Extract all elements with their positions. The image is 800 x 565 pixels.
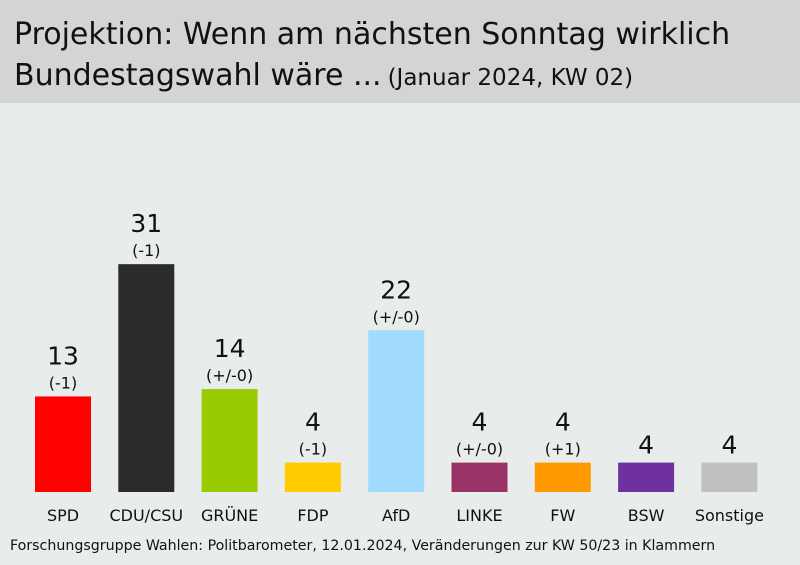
value-label-fw: 4 [555, 408, 571, 437]
value-label-sonstige: 4 [721, 431, 737, 460]
chart-title: Projektion: Wenn am nächsten Sonntag wir… [14, 17, 731, 93]
bar-spd [35, 396, 91, 492]
change-label-gruene: (+/-0) [206, 366, 253, 385]
value-label-spd: 13 [47, 341, 79, 370]
value-label-bsw: 4 [638, 431, 654, 460]
change-label-linke: (+/-0) [456, 440, 503, 459]
category-label-spd: SPD [47, 506, 79, 525]
change-label-fw: (+1) [545, 440, 581, 459]
category-label-afd: AfD [382, 506, 410, 525]
value-label-fdp: 4 [305, 408, 321, 437]
value-label-linke: 4 [472, 408, 488, 437]
bar-linke [451, 462, 508, 492]
bar-bsw [618, 462, 675, 492]
source-note: Forschungsgruppe Wahlen: Politbarometer,… [10, 538, 716, 554]
value-label-afd: 22 [380, 275, 412, 304]
bar-chart: (-1) 13 SPD (-1) 31 CDU/CSU (+/-0) 14 GRÜNE (-1) 4… [35, 209, 764, 525]
category-label-gruene: GRÜNE [201, 506, 258, 525]
category-label-linke: LINKE [456, 506, 502, 525]
category-label-fdp: FDP [297, 506, 329, 525]
bar-sonstige [701, 462, 758, 492]
bar-afd [368, 330, 425, 492]
chart-header: Projektion: Wenn am nächsten Sonntag wir… [0, 0, 800, 103]
bar-gruene [201, 389, 258, 492]
change-label-fdp: (-1) [299, 440, 327, 459]
chart-subtitle: (Januar 2024, KW 02) [387, 65, 634, 91]
chart-title-block: Projektion: Wenn am nächsten Sonntag wir… [14, 14, 794, 99]
value-label-cdu-csu: 31 [130, 209, 162, 238]
change-label-afd: (+/-0) [373, 307, 420, 326]
bar-cdu-csu [118, 264, 175, 492]
category-label-fw: FW [550, 506, 575, 525]
bar-fw [534, 462, 591, 492]
bar-fdp [284, 462, 341, 492]
change-label-cdu-csu: (-1) [132, 241, 160, 260]
category-label-bsw: BSW [628, 506, 665, 525]
value-label-gruene: 14 [214, 334, 246, 363]
category-label-cdu-csu: CDU/CSU [109, 506, 183, 525]
change-label-spd: (-1) [49, 373, 77, 392]
category-label-sonstige: Sonstige [695, 506, 764, 525]
